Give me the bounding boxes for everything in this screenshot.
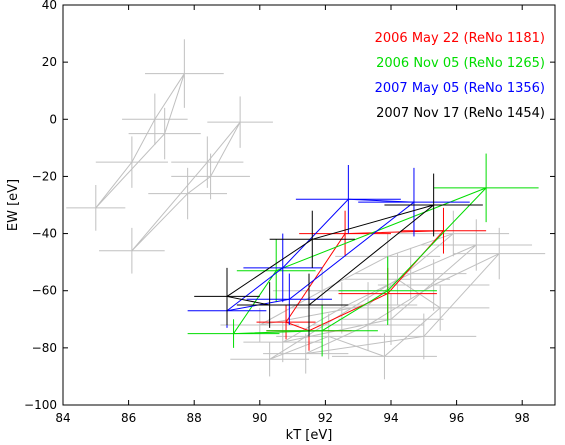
background-group-3-point-0 [243,322,323,363]
series-1 [187,153,539,357]
legend: 2006 May 22 (ReNo 1181) 2006 Nov 05 (ReNo… [375,31,545,121]
series-1-polygon [233,187,487,335]
x-tick-label-3: 90 [252,411,267,425]
y-tick-label-2: −60 [32,284,57,298]
background-group-1-point-4 [171,136,244,188]
y-tick-label-7: 40 [42,0,57,12]
series-3 [194,173,483,337]
background-group-4-point-2 [377,259,490,311]
background-group-1-point-2 [171,153,250,200]
series-1-point-4 [433,153,539,223]
series-2-point-3 [295,165,401,234]
series-2-polygon [226,198,416,312]
series-3-point-3 [269,273,349,337]
y-tick-label-0: −100 [24,398,57,412]
background-group-4-point-4 [371,313,477,360]
x-tick-label-4: 92 [318,411,333,425]
x-tick-label-2: 88 [187,411,202,425]
y-tick-label-6: 20 [42,55,57,69]
background-group-2-point-0 [220,307,300,343]
series-3-point-2 [269,210,355,268]
series-3-point-4 [384,173,483,237]
x-tick-label-0: 84 [55,411,70,425]
background-group-0-point-2 [122,93,188,145]
legend-entry-0: 2006 May 22 (ReNo 1181) [375,31,545,46]
series-2-point-4 [358,167,470,237]
plot-frame [62,4,556,406]
series-3-point-0 [194,267,260,325]
background-group-0-point-1 [95,136,168,188]
y-tick-label-4: −20 [32,169,57,183]
axis-ticks: 84 86 88 90 92 94 96 98 −100 −80 −60 −40 −20 0 20 40 [24,0,555,425]
background-group-4-point-0 [263,333,349,374]
series-1-point-3 [338,256,437,325]
y-tick-label-3: −40 [32,227,57,241]
legend-entry-3: 2007 Nov 17 (ReNo 1454) [376,106,545,121]
series-0-point-0 [256,305,316,340]
background-group-5-point-0 [230,342,309,377]
background-group-2-point-3 [397,210,510,257]
background-group-1-point-1 [148,167,227,220]
background-group-0-point-0 [66,185,126,231]
x-tick-label-6: 96 [449,411,464,425]
background-group-3-polygon [282,244,477,343]
background-group-1-polygon [131,121,241,252]
series-1-point-0 [187,319,280,348]
x-tick-label-1: 86 [121,411,136,425]
series-0-point-2 [299,210,391,257]
series-0-point-4 [400,207,487,254]
y-tick-label-5: 0 [49,112,57,126]
background-group-0-point-3 [145,39,224,108]
background-group-5-polygon [269,278,442,360]
background-group-5-point-3 [391,285,490,331]
x-tick-label-7: 98 [515,411,530,425]
background-group-1-point-0 [99,227,165,274]
series-1-point-1 [236,239,316,303]
background-group-0-point-4 [128,107,201,160]
x-tick-label-5: 94 [383,411,398,425]
series-2 [187,165,470,328]
background-group-0-polygon [95,73,185,209]
background-group-5-point-2 [331,333,437,380]
series-3-polygon [226,204,434,306]
y-tick-label-1: −80 [32,341,57,355]
background-group-5-point-1 [276,313,382,360]
y-axis-label: EW [eV] [6,179,21,231]
series-1-point-2 [266,305,378,357]
background-group-3-point-3 [420,219,533,271]
series-2-point-1 [243,233,323,303]
legend-entry-1: 2006 Nov 05 (ReNo 1265) [376,56,545,71]
series-layer [187,153,539,357]
series-2-point-2 [246,273,332,325]
x-axis-label: kT [eV] [286,428,333,443]
background-group-5-point-4 [345,253,451,305]
background-group-4-point-3 [453,227,546,280]
legend-entry-2: 2007 May 05 (ReNo 1356) [375,81,545,96]
background-group-3-point-2 [354,247,467,300]
background-group-1-point-3 [207,96,273,148]
